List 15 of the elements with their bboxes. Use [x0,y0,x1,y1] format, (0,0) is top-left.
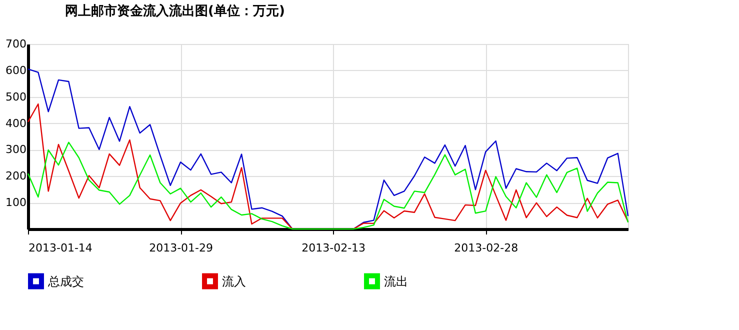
y-tick-label: 300 [6,143,26,156]
y-tick-label: 400 [6,116,26,130]
y-tick-label: 200 [6,170,26,183]
legend-label: 流入 [222,274,246,288]
y-tick-label: 100 [6,196,26,210]
y-tick-label: 600 [6,64,26,77]
x-tick-label: 2013-01-29 [149,242,214,254]
x-tick-label: 2013-02-28 [454,242,518,254]
x-tick-label: 2013-01-14 [28,242,92,254]
legend-label: 流出 [384,274,408,288]
y-tick-label: 700 [6,38,26,50]
chart-title: 网上邮市资金流入流出图(单位：万元) [65,3,285,19]
x-tick-label: 2013-02-13 [302,242,366,254]
y-tick-label: 500 [6,90,26,104]
legend-label: 总成交 [47,274,84,288]
